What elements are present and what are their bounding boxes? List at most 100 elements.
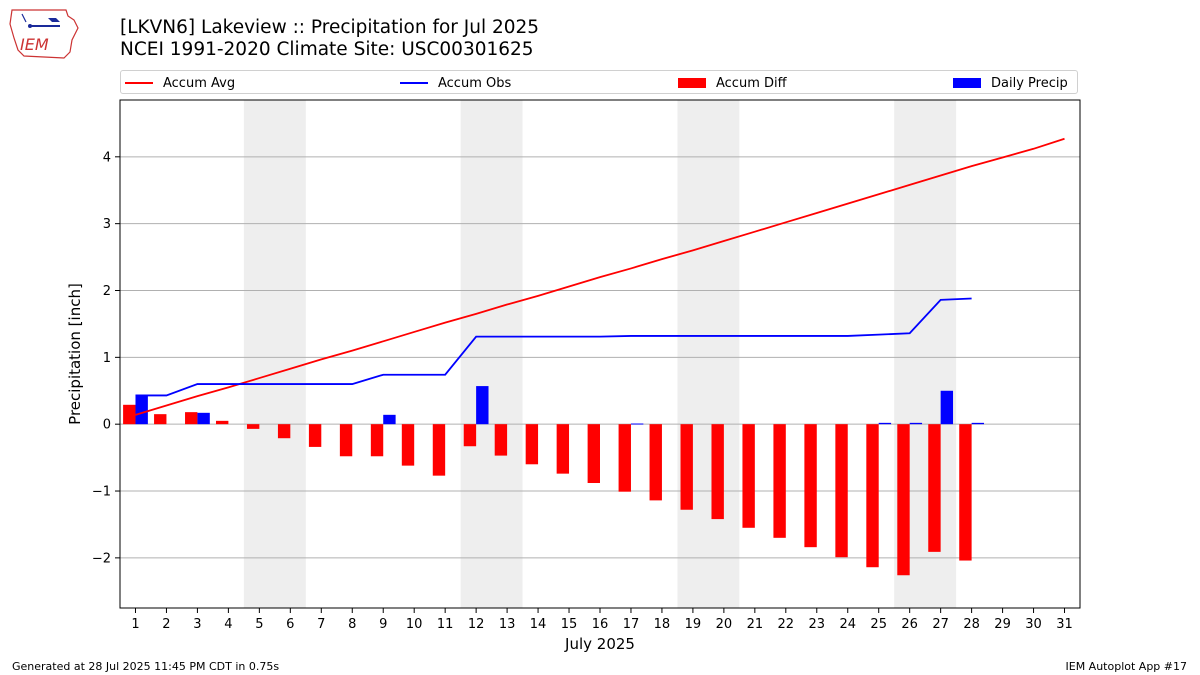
chart-title-block: [LKVN6] Lakeview :: Precipitation for Ju… — [120, 17, 539, 61]
iowa-state-map-logo-icon: IEM — [9, 9, 79, 59]
x-tick-label: 17 — [623, 617, 640, 632]
daily-precip-bar — [476, 386, 489, 425]
x-tick-label: 15 — [561, 617, 578, 632]
weekend-shade-band — [243, 100, 306, 608]
x-tick-label: 8 — [348, 617, 356, 632]
y-tick-label: 4 — [103, 150, 111, 165]
accum-diff-bar — [401, 424, 415, 466]
accum-diff-bar — [897, 424, 910, 576]
legend-swatch-accum-diff — [678, 78, 706, 88]
accum-diff-bar — [928, 424, 941, 552]
accum-diff-bar — [742, 424, 755, 528]
accum-diff-bar — [649, 424, 662, 501]
accum-diff-bar — [959, 424, 972, 561]
legend-label-daily-precip: Daily Precip — [991, 75, 1068, 91]
y-tick-label: 2 — [103, 284, 111, 299]
line-series — [135, 137, 1065, 416]
accum-diff-bar — [432, 424, 446, 476]
y-axis-label: Precipitation [inch] — [66, 283, 84, 425]
daily-precip-bar — [909, 422, 923, 425]
x-tick-label: 22 — [778, 617, 795, 632]
x-tick-label: 5 — [255, 617, 263, 632]
accum-diff-bar — [525, 424, 539, 465]
x-tick-label: 24 — [839, 617, 856, 632]
daily-precip-bar — [135, 395, 148, 425]
accum-diff-bar — [711, 424, 724, 520]
legend-entry-accum-obs: Accum Obs — [400, 71, 511, 95]
y-tick-label: −2 — [92, 551, 111, 566]
accum-diff-bar — [123, 404, 136, 425]
accum-diff-bar — [246, 424, 260, 429]
legend-entry-daily-precip: Daily Precip — [953, 71, 1068, 95]
x-tick-label: 28 — [963, 617, 980, 632]
x-tick-label: 25 — [870, 617, 887, 632]
accum-diff-bar — [308, 424, 322, 447]
x-tick-label: 10 — [406, 617, 423, 632]
accum-diff-bar — [370, 424, 384, 457]
accum-diff-bar — [154, 414, 167, 425]
chart-legend: Accum Avg Accum Obs Accum Diff Daily Pre… — [120, 70, 1078, 94]
chart-subtitle: NCEI 1991-2020 Climate Site: USC00301625 — [120, 39, 534, 60]
accum-diff-bar — [587, 424, 600, 484]
bar-series — [123, 386, 984, 576]
x-tick-label: 11 — [437, 617, 454, 632]
x-tick-label: 7 — [317, 617, 325, 632]
y-tick-label: 3 — [103, 217, 111, 232]
weekend-shade-band — [460, 100, 523, 608]
footer-app-text: IEM Autoplot App #17 — [1065, 660, 1188, 673]
x-tick-label: 14 — [530, 617, 547, 632]
accum-diff-bar — [185, 412, 198, 425]
accum-diff-bar — [618, 424, 631, 492]
legend-entry-accum-avg: Accum Avg — [125, 71, 235, 95]
x-tick-label: 9 — [379, 617, 387, 632]
daily-precip-bar — [383, 414, 396, 425]
accum-diff-bar — [216, 420, 229, 425]
x-tick-label: 2 — [162, 617, 170, 632]
accum-diff-bar — [556, 424, 570, 474]
x-tick-label: 23 — [809, 617, 826, 632]
x-tick-label: 27 — [932, 617, 949, 632]
accum-diff-bar — [835, 424, 848, 558]
accum-diff-bar — [866, 424, 879, 568]
x-tick-label: 3 — [193, 617, 201, 632]
weekend-shade-band — [677, 100, 740, 608]
iem-logo: IEM — [8, 6, 80, 60]
y-tick-label: 1 — [103, 351, 111, 366]
legend-label-accum-obs: Accum Obs — [438, 75, 512, 91]
legend-entry-accum-diff: Accum Diff — [678, 71, 787, 95]
accum-diff-bar — [463, 424, 477, 447]
accum-diff-bar — [773, 424, 786, 538]
legend-swatch-daily-precip — [953, 78, 981, 88]
x-tick-label: 30 — [1025, 617, 1042, 632]
legend-label-accum-diff: Accum Diff — [716, 75, 787, 91]
x-tick-label: 20 — [716, 617, 733, 632]
x-tick-label: 12 — [468, 617, 485, 632]
x-tick-label: 13 — [499, 617, 516, 632]
weekend-shading — [243, 100, 957, 608]
y-tick-label: −1 — [92, 485, 111, 500]
x-tick-label: 4 — [224, 617, 232, 632]
x-tick-label: 6 — [286, 617, 294, 632]
daily-precip-bar — [940, 390, 954, 425]
legend-swatch-accum-obs — [400, 82, 428, 84]
accum-obs-line — [135, 297, 972, 397]
accum-diff-bar — [680, 424, 693, 510]
x-tick-label: 26 — [901, 617, 918, 632]
x-axis-label: July 2025 — [564, 635, 635, 653]
accum-diff-bar — [339, 424, 353, 457]
x-tick-label: 19 — [685, 617, 702, 632]
x-tick-label: 31 — [1056, 617, 1073, 632]
chart-title: [LKVN6] Lakeview :: Precipitation for Ju… — [120, 17, 540, 38]
y-tick-label: 0 — [103, 418, 111, 433]
x-tick-label: 29 — [994, 617, 1011, 632]
daily-precip-bar — [878, 422, 892, 425]
x-tick-label: 16 — [592, 617, 609, 632]
footer-generated-text: Generated at 28 Jul 2025 11:45 PM CDT in… — [12, 660, 280, 673]
daily-precip-bar — [630, 423, 644, 425]
logo-text: IEM — [20, 35, 49, 54]
accum-diff-bar — [494, 424, 508, 456]
daily-precip-bar — [197, 412, 210, 425]
x-tick-label: 1 — [131, 617, 139, 632]
